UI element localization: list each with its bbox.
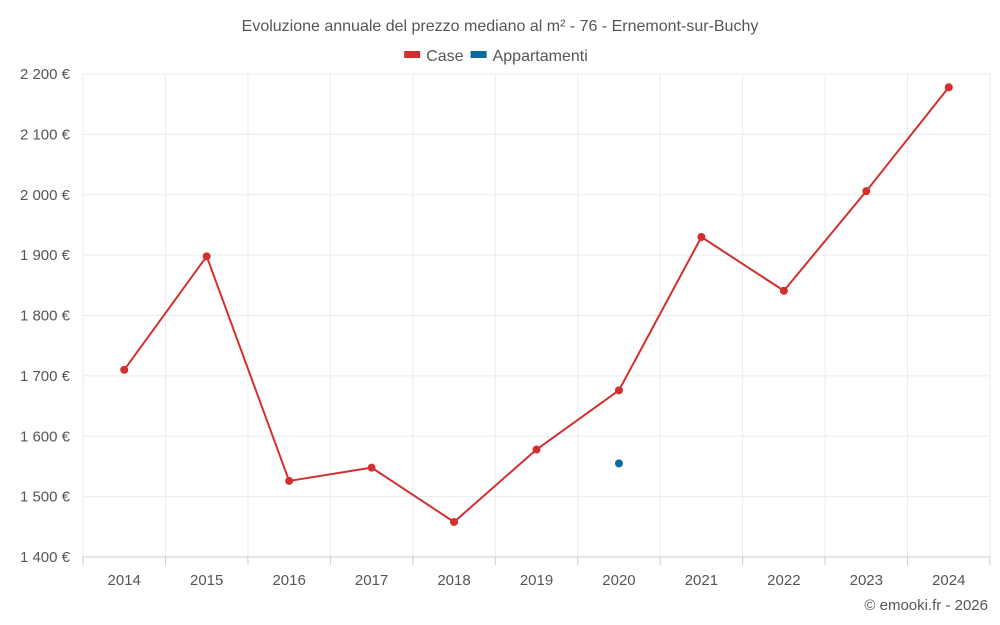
- y-tick-label: 1 800 €: [20, 308, 71, 325]
- data-point: [944, 83, 953, 92]
- legend-swatch-appartamenti: [470, 51, 487, 58]
- data-point: [120, 365, 129, 374]
- x-tick-label: 2022: [767, 572, 800, 589]
- y-tick-label: 1 900 €: [20, 247, 71, 264]
- x-tick-label: 2018: [437, 572, 470, 589]
- grid: [82, 73, 991, 558]
- y-tick-label: 2 200 €: [20, 66, 71, 83]
- y-tick-label: 2 000 €: [20, 187, 71, 204]
- data-point: [862, 187, 871, 196]
- x-tick-label: 2020: [602, 572, 635, 589]
- credit-text: © emooki.fr - 2026: [864, 597, 988, 614]
- x-tick-label: 2016: [272, 572, 305, 589]
- y-tick-label: 1 500 €: [20, 489, 71, 506]
- x-tick-label: 2021: [685, 572, 718, 589]
- y-axis: 1 400 € 1 500 € 1 600 € 1 700 € 1 800 € 1 900…: [20, 66, 71, 566]
- data-point: [779, 286, 788, 295]
- legend-label: Case: [426, 48, 463, 65]
- data-point: [697, 233, 706, 242]
- x-tick-label: 2014: [108, 572, 141, 589]
- x-tick-label: 2023: [850, 572, 883, 589]
- data-point: [285, 476, 294, 485]
- legend-label: Appartamenti: [493, 48, 588, 65]
- y-tick-label: 2 100 €: [20, 126, 71, 143]
- data-point: [532, 445, 541, 454]
- y-tick-label: 1 400 €: [20, 549, 71, 566]
- data-point: [202, 252, 211, 261]
- x-tick-label: 2024: [932, 572, 965, 589]
- data-point: [614, 459, 623, 468]
- x-axis: 2014 2015 2016 2017 2018 2019 2020 2021 2022 2023…: [82, 557, 991, 589]
- y-tick-label: 1 600 €: [20, 428, 71, 445]
- series-layer: [120, 83, 953, 526]
- data-point: [450, 517, 459, 526]
- legend-swatch-case: [404, 51, 421, 58]
- y-tick-label: 1 700 €: [20, 368, 71, 385]
- x-tick-label: 2017: [355, 572, 388, 589]
- x-tick-label: 2015: [190, 572, 223, 589]
- chart-title: Evoluzione annuale del prezzo mediano al…: [242, 18, 759, 35]
- x-tick-label: 2019: [520, 572, 553, 589]
- legend: Case Appartamenti: [404, 48, 588, 65]
- data-point: [614, 386, 623, 395]
- data-point: [367, 463, 376, 472]
